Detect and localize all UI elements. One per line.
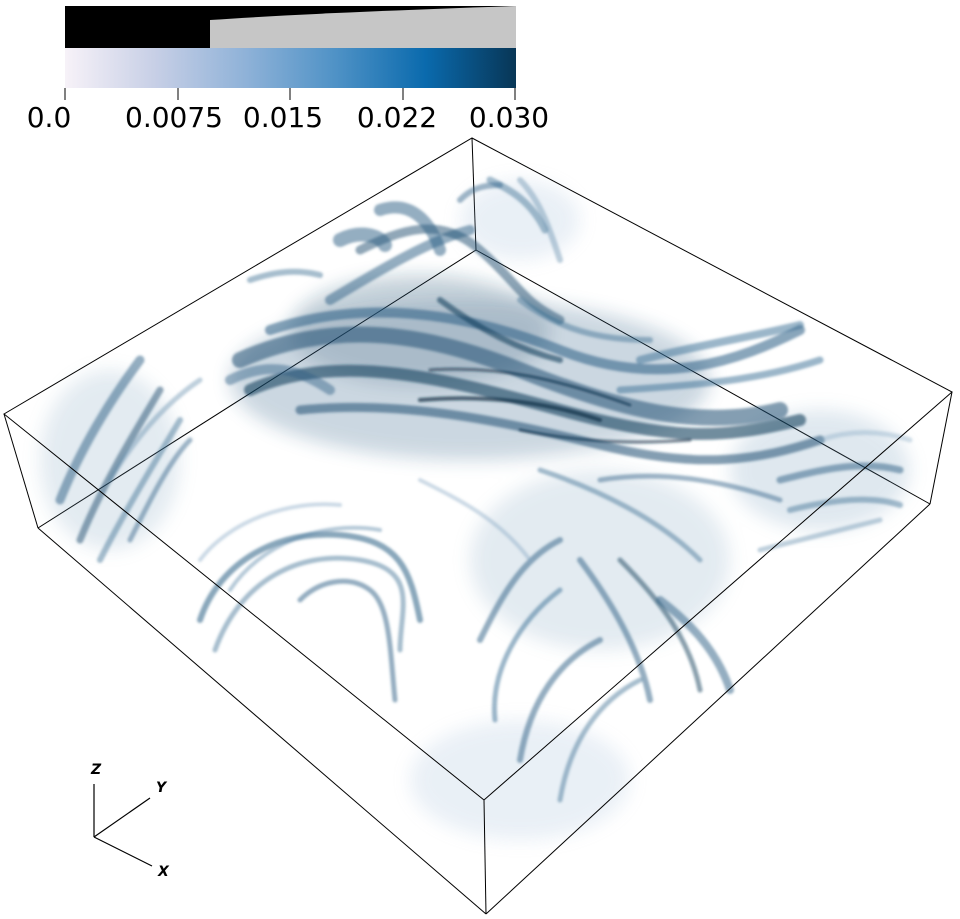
colorbar-ticks bbox=[64, 88, 516, 100]
x-axis-label: X bbox=[158, 864, 169, 880]
colorbar-tick-label: 0.022 bbox=[356, 101, 438, 134]
opacity-ramp bbox=[210, 6, 516, 48]
right-filaments bbox=[757, 430, 913, 553]
colorbar-tick-label: 0.0075 bbox=[125, 101, 223, 134]
color-legend-graphic bbox=[64, 6, 516, 100]
axes-lines bbox=[93, 784, 153, 867]
color-legend: 0.0 0.0075 0.015 0.022 0.030 bbox=[0, 0, 560, 140]
color-gradient-bar bbox=[65, 48, 516, 88]
y-axis-label: Y bbox=[156, 780, 167, 796]
bounding-box-front bbox=[3, 137, 953, 915]
z-axis-label: Z bbox=[91, 762, 102, 778]
top-filaments bbox=[247, 176, 563, 283]
orientation-axes: Z Y X bbox=[70, 760, 190, 890]
colorbar-tick-label: 0.0 bbox=[26, 101, 72, 134]
arc-loops bbox=[197, 467, 783, 803]
colorbar-tick-label: 0.015 bbox=[242, 101, 324, 134]
central-filaments bbox=[225, 201, 825, 465]
left-filaments bbox=[55, 355, 203, 563]
colorbar-tick-label: 0.030 bbox=[468, 101, 550, 134]
